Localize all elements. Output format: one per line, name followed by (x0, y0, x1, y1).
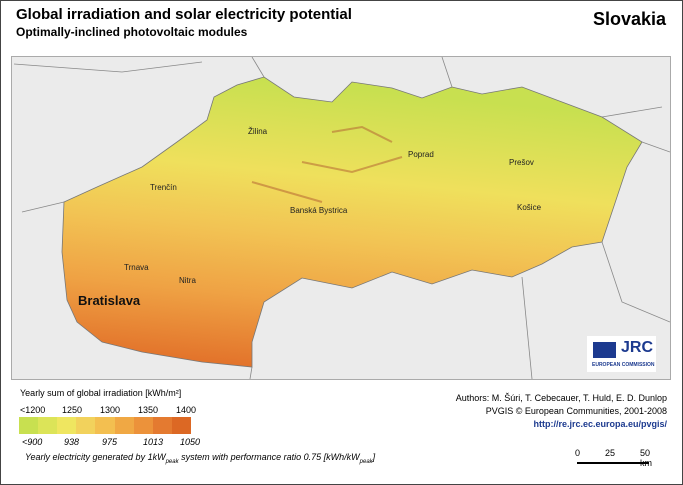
scale-label: 0 (575, 448, 581, 458)
color-swatch (114, 417, 134, 434)
tick-label: 1300 (100, 405, 121, 415)
tick-label: <1200 (20, 405, 46, 415)
copyright: PVGIS © European Communities, 2001-2008 (485, 406, 667, 416)
color-swatch (171, 417, 191, 434)
city-label: Prešov (509, 158, 534, 167)
city-label: Nitra (179, 276, 196, 285)
scale-label: 25 (605, 448, 616, 458)
city-label: Trnava (124, 263, 149, 272)
color-swatch (19, 417, 39, 434)
capital-label: Bratislava (78, 293, 141, 308)
tick-label: <900 (22, 437, 43, 447)
city-label: Banská Bystrica (290, 206, 348, 215)
scale-bar: 0 25 50 km (573, 448, 663, 468)
tick-label: 975 (102, 437, 118, 447)
tick-label: 1400 (176, 405, 197, 415)
city-label: Trenčín (150, 183, 177, 192)
neighbor-borders (13, 56, 671, 380)
color-swatch (76, 417, 96, 434)
eu-flag-icon (593, 342, 616, 358)
color-scale-bar (19, 417, 191, 434)
scale-line (577, 462, 649, 464)
city-label: Poprad (408, 150, 434, 159)
tick-label: 1250 (62, 405, 83, 415)
city-label: Košice (517, 203, 542, 212)
slovakia-region (61, 76, 643, 368)
tick-label: 938 (64, 437, 80, 447)
tick-label: 1013 (143, 437, 164, 447)
color-swatch (38, 417, 58, 434)
legend-title: Yearly sum of global irradiation [kWh/m²… (20, 388, 182, 398)
map-area: Žilina Poprad Prešov Trenčín Košice Bans… (11, 56, 671, 380)
pvgis-link[interactable]: http://re.jrc.ec.europa.eu/pvgis/ (533, 419, 667, 429)
country-name: Slovakia (592, 9, 666, 29)
jrc-logo: JRC EUROPEAN COMMISSION (587, 336, 656, 372)
color-swatch (133, 417, 153, 434)
scale-label: 50 km (640, 448, 652, 468)
color-swatch (57, 417, 77, 434)
logo-subtext: EUROPEAN COMMISSION (592, 362, 655, 368)
color-swatch (95, 417, 115, 434)
mountain-shading (251, 125, 403, 203)
logo-text: JRC (621, 339, 654, 356)
country-map (13, 56, 671, 380)
map-title: Global irradiation and solar electricity… (16, 6, 352, 23)
authors: Authors: M. Šúri, T. Cebecauer, T. Huld,… (455, 393, 667, 403)
tick-label: 1350 (138, 405, 159, 415)
city-label: Žilina (248, 127, 268, 136)
tick-label: 1050 (180, 437, 201, 447)
color-swatch (152, 417, 172, 434)
map-subtitle: Optimally-inclined photovoltaic modules (16, 25, 248, 39)
legend-note: Yearly electricity generated by 1kWpeak … (25, 452, 376, 465)
